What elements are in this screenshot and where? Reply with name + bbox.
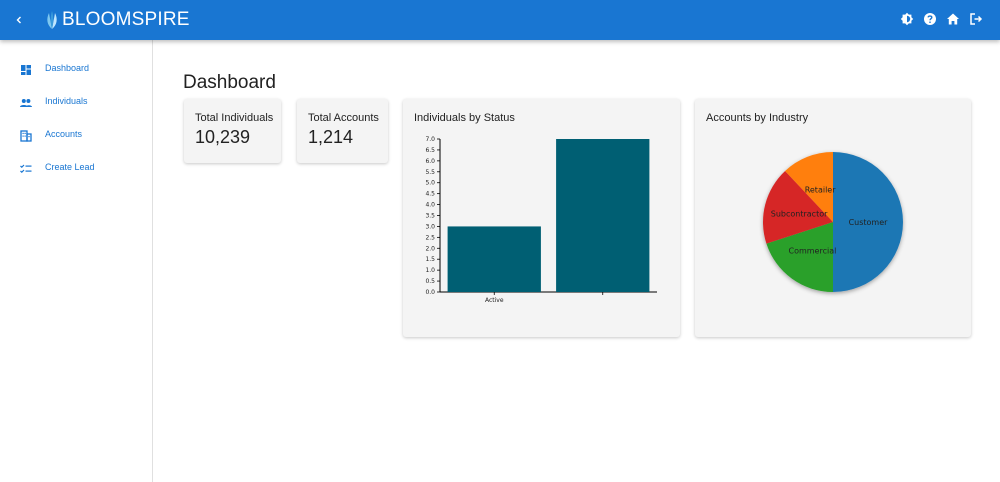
y-tick-label: 4.5 <box>425 191 435 198</box>
theme-icon <box>900 12 914 26</box>
pie-slices <box>763 152 903 292</box>
pie-label: Customer <box>849 218 889 227</box>
y-tick-label: 2.5 <box>425 234 435 241</box>
y-tick-label: 3.0 <box>425 223 435 230</box>
home-icon <box>947 13 959 25</box>
sidebar-item-label: Individuals <box>45 96 88 106</box>
help-icon <box>924 13 936 25</box>
y-tick-label: 0.5 <box>425 278 435 285</box>
sidebar-item-label: Accounts <box>45 129 83 139</box>
top-app-bar: BLOOMSPIRE <box>0 0 1000 40</box>
pie-label: Commercial <box>788 246 836 255</box>
y-tick-label: 5.0 <box>425 180 435 187</box>
chart-card-accounts-by-industry: Accounts by Industry Customer Commercial S… <box>695 99 971 337</box>
bar[interactable] <box>447 226 541 292</box>
page-title: Dashboard <box>183 72 276 93</box>
chart-card-individuals-by-status: Individuals by Status 0.0 0.5 1.0 1.5 2.0 2.5… <box>403 99 680 337</box>
pie-slice-commercial[interactable] <box>766 222 833 292</box>
dashboard-icon <box>21 65 31 75</box>
pie-slice-retailer[interactable] <box>785 152 833 222</box>
sidebar-item-label: Create Lead <box>45 162 95 172</box>
chart-title: Individuals by Status <box>414 112 515 124</box>
sidebar-item-create-lead[interactable]: Create Lead <box>0 158 152 180</box>
y-tick-label: 2.0 <box>425 245 435 252</box>
checklist-icon <box>20 164 32 174</box>
bar-chart: 0.0 0.5 1.0 1.5 2.0 2.5 3.0 3.5 4.0 4.5 5.0 5.5 6.0 6… <box>425 136 657 304</box>
x-tick-label: Active <box>485 297 504 304</box>
chevron-left-icon <box>16 16 21 24</box>
sidebar-item-accounts[interactable]: Accounts <box>0 125 152 147</box>
header-actions <box>900 11 983 27</box>
collapse-sidebar-button[interactable] <box>9 10 29 30</box>
theme-toggle-button[interactable] <box>900 11 914 27</box>
logout-button[interactable] <box>969 11 983 27</box>
y-tick-label: 1.5 <box>425 256 435 263</box>
home-button[interactable] <box>946 11 960 27</box>
stat-card-total-accounts: Total Accounts 1,214 <box>297 99 388 163</box>
sidebar: Dashboard Individuals Accounts Crea <box>0 40 153 482</box>
sidebar-item-individuals[interactable]: Individuals <box>0 92 152 114</box>
pie-label: Retailer <box>805 185 837 194</box>
y-tick-label: 4.0 <box>425 202 435 209</box>
y-tick-label: 0.0 <box>425 289 435 296</box>
y-tick-label: 6.5 <box>425 147 435 154</box>
logout-icon <box>970 13 983 25</box>
app-name: BLOOMSPIRE <box>62 9 190 30</box>
y-tick-label: 5.5 <box>425 169 435 176</box>
sidebar-item-label: Dashboard <box>45 63 90 73</box>
pie-slice-subcontractor[interactable] <box>763 170 833 244</box>
pie-chart: Customer Commercial Subcontractor Retailer <box>763 152 903 292</box>
people-icon <box>20 99 32 107</box>
app-logo[interactable]: BLOOMSPIRE <box>44 9 190 31</box>
y-tick-label: 3.5 <box>425 213 435 220</box>
bar[interactable] <box>556 139 650 292</box>
y-tick-label: 6.0 <box>425 158 435 165</box>
stat-title: Total Individuals <box>195 112 274 124</box>
y-tick-label: 1.0 <box>425 267 435 274</box>
y-tick-label: 7.0 <box>425 136 435 143</box>
help-button[interactable] <box>923 11 937 27</box>
pie-label: Subcontractor <box>771 209 828 218</box>
sidebar-item-dashboard[interactable]: Dashboard <box>0 59 152 81</box>
stat-title: Total Accounts <box>308 112 379 124</box>
stat-card-total-individuals: Total Individuals 10,239 <box>184 99 281 163</box>
building-icon <box>20 130 32 142</box>
chart-title: Accounts by Industry <box>706 112 809 124</box>
leaf-logo-icon <box>47 11 57 29</box>
stat-value: 10,239 <box>195 127 251 147</box>
stat-value: 1,214 <box>308 127 354 147</box>
pie-slice-customer[interactable] <box>833 152 903 292</box>
